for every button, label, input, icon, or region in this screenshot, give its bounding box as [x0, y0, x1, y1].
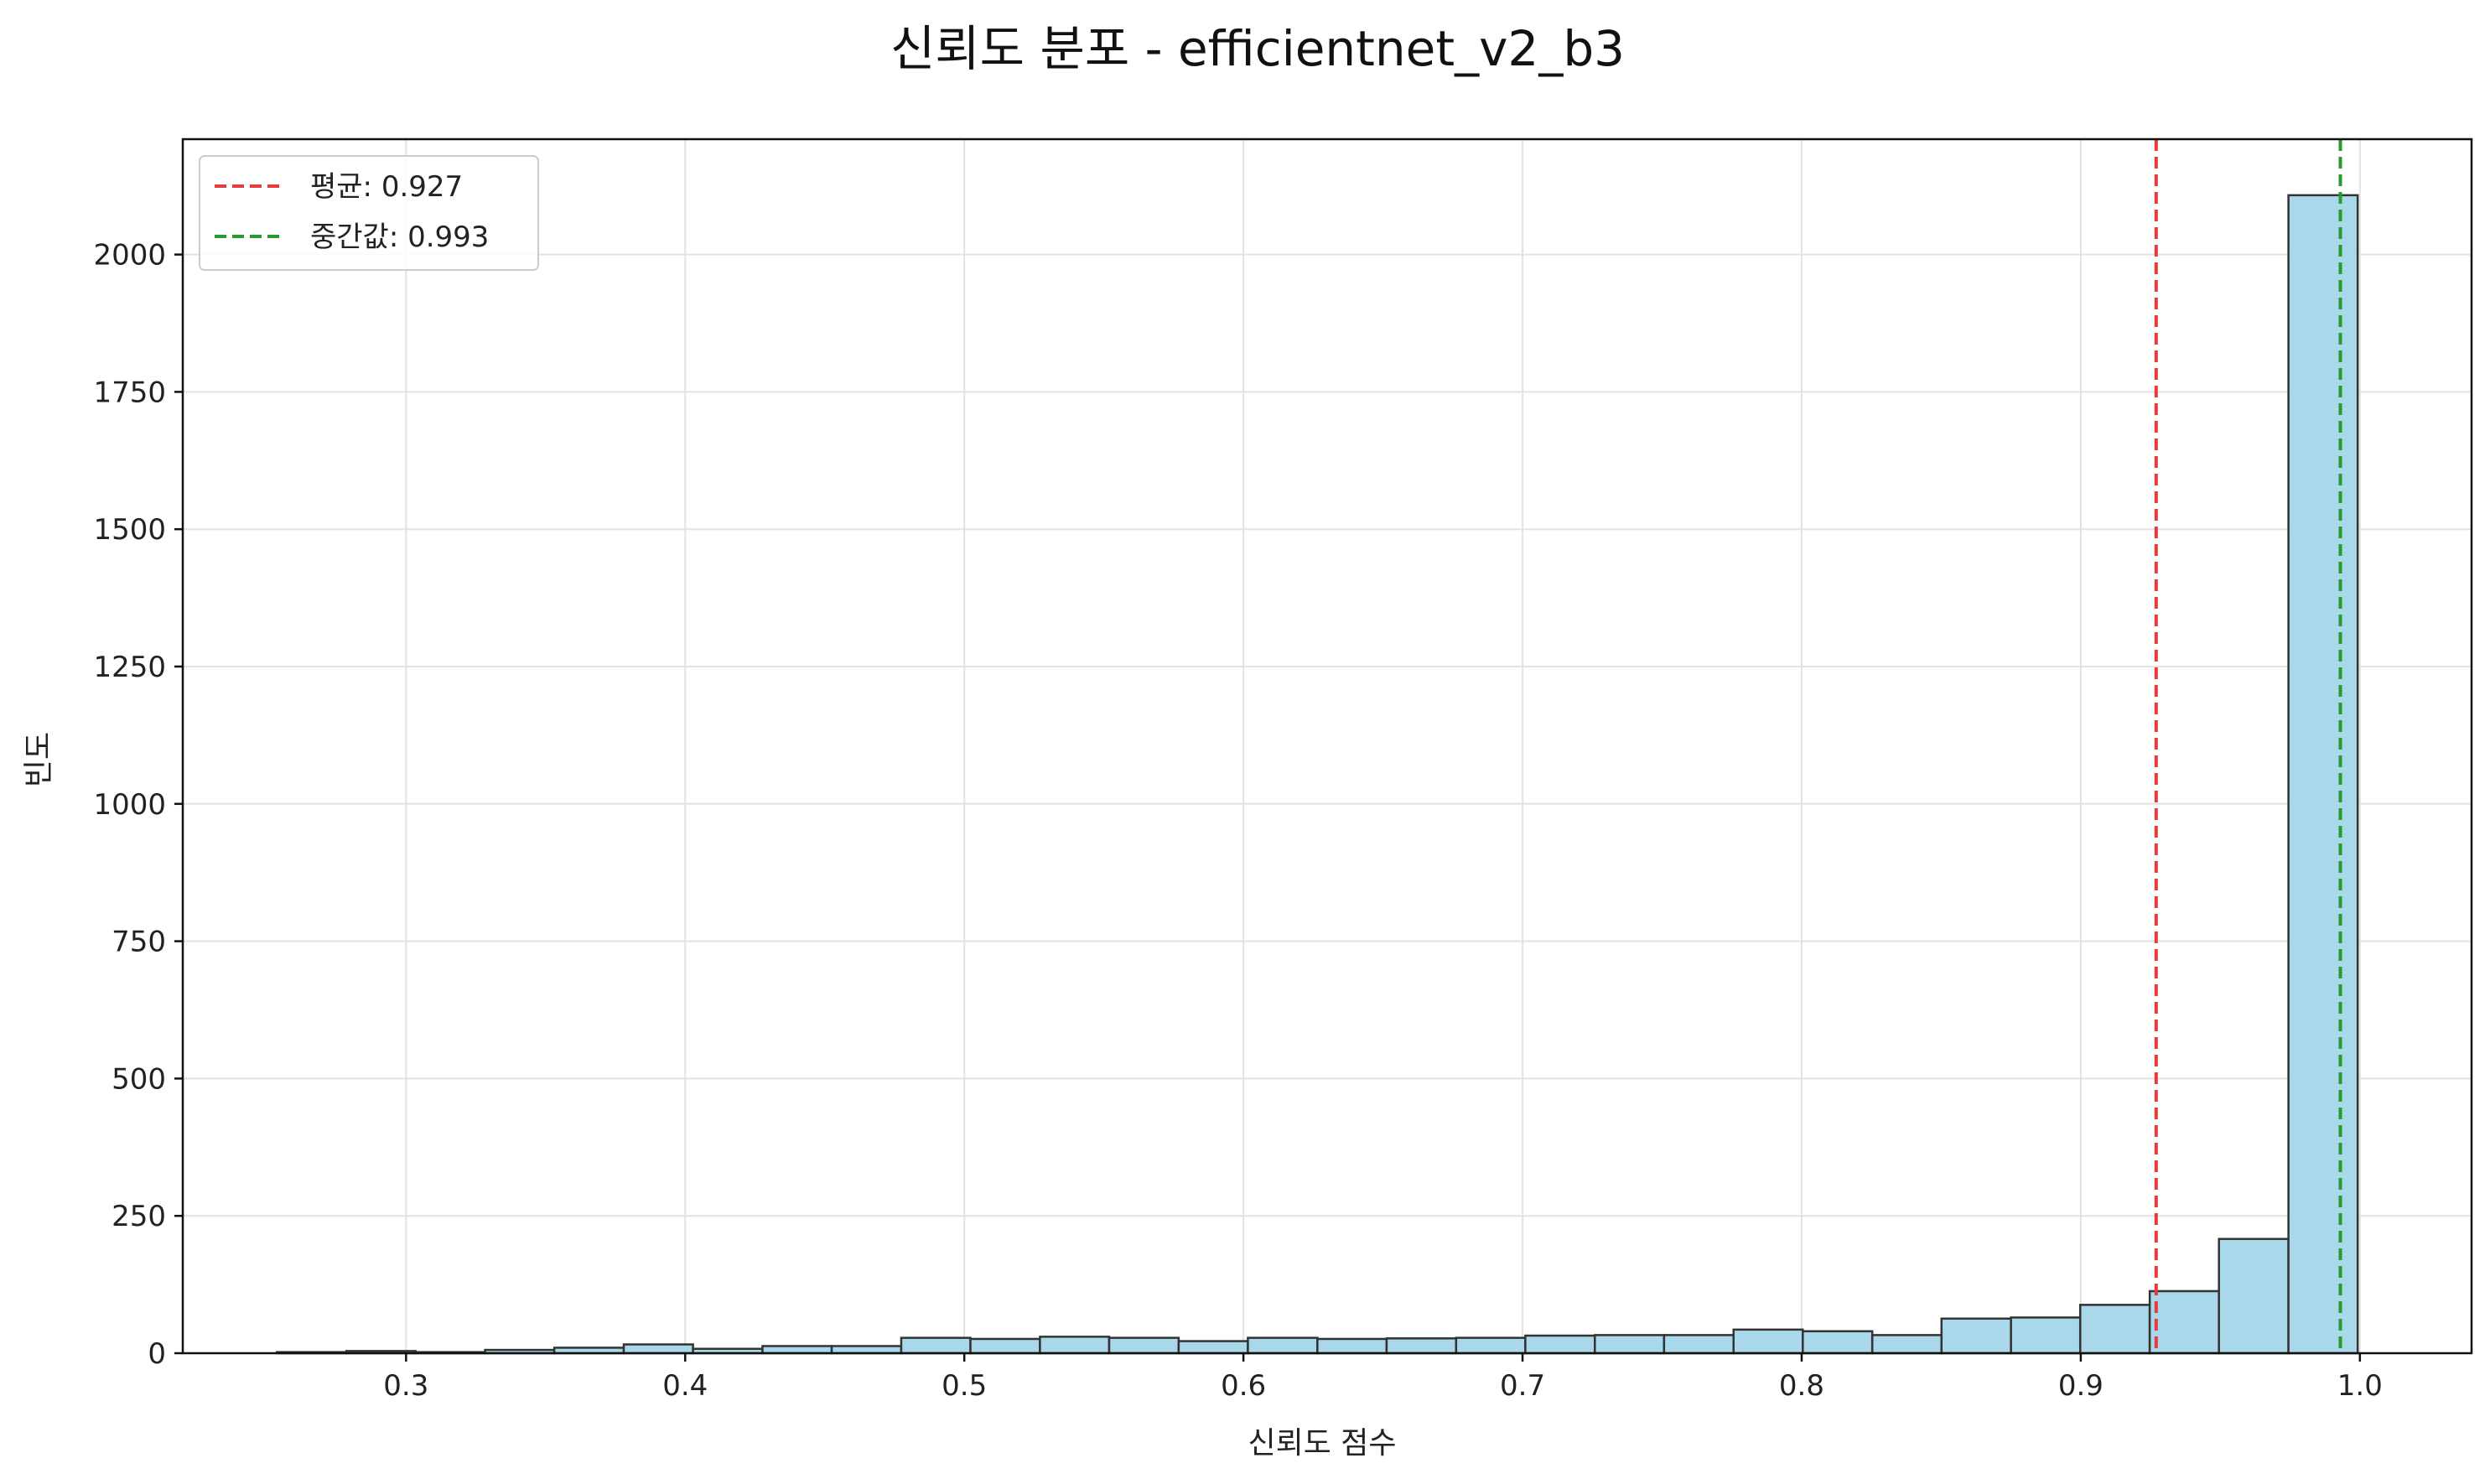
- y-tick-label: 0: [148, 1337, 166, 1371]
- chart-title: 신뢰도 분포 - efficientnet_v2_b3: [890, 20, 1625, 77]
- histogram-bar: [1385, 1337, 1458, 1355]
- x-axis-ticks: 0.3 0.4 0.5 0.6 0.7 0.8 0.9 1.0: [383, 1353, 2383, 1403]
- y-tick-label: 1500: [93, 513, 166, 547]
- histogram-bar: [1316, 1337, 1388, 1355]
- legend-box: [199, 155, 539, 271]
- histogram-bar: [830, 1345, 903, 1355]
- x-tick-label: 0.7: [1500, 1369, 1545, 1403]
- legend: 평균: 0.927 중간값: 0.993: [199, 155, 539, 271]
- histogram-bar: [2078, 1304, 2151, 1355]
- histogram-bar: [1732, 1328, 1804, 1355]
- histogram-bar: [900, 1336, 972, 1355]
- histogram-bar: [1663, 1334, 1735, 1355]
- y-tick-label: 1750: [93, 376, 166, 409]
- x-tick-label: 0.4: [662, 1369, 708, 1403]
- y-tick-label: 500: [112, 1062, 166, 1096]
- legend-label-median: 중간값: 0.993: [310, 221, 489, 254]
- histogram-bar: [1940, 1317, 2012, 1355]
- histogram-bar: [2148, 1289, 2220, 1355]
- histogram-bar: [1802, 1330, 1874, 1355]
- plot-frame: [181, 138, 2473, 1355]
- x-axis-title: 신뢰도 점수: [1248, 1426, 1396, 1461]
- y-tick-label: 1250: [93, 651, 166, 684]
- histogram-bar: [1039, 1336, 1111, 1355]
- histogram-bar: [2287, 194, 2359, 1355]
- histogram-bar: [2010, 1316, 2082, 1355]
- y-tick-label: 750: [112, 926, 166, 959]
- y-axis-ticks: 0 250 500 750 1000 1250 1500 1750 2000: [93, 239, 183, 1371]
- y-axis-title: 빈도: [22, 732, 56, 787]
- histogram-bar: [761, 1345, 833, 1355]
- x-tick-label: 0.9: [2058, 1369, 2104, 1403]
- histogram-bar: [1247, 1336, 1319, 1355]
- y-tick-label: 1000: [93, 788, 166, 822]
- histogram-bar: [2218, 1238, 2290, 1355]
- x-tick-label: 0.6: [1221, 1369, 1266, 1403]
- histogram-bars: [275, 194, 2359, 1355]
- x-tick-label: 1.0: [2337, 1369, 2383, 1403]
- legend-label-mean: 평균: 0.927: [310, 170, 463, 204]
- histogram-bar: [969, 1337, 1041, 1355]
- histogram-bar: [1594, 1334, 1666, 1355]
- histogram-bar: [1108, 1336, 1180, 1355]
- histogram-bar: [1177, 1340, 1249, 1355]
- histogram-bar: [622, 1343, 694, 1355]
- grid-lines: [183, 139, 2472, 1354]
- x-tick-label: 0.5: [942, 1369, 987, 1403]
- y-tick-label: 2000: [93, 239, 166, 272]
- histogram-bar: [1524, 1334, 1596, 1355]
- histogram-bar: [1870, 1334, 1943, 1355]
- x-tick-label: 0.3: [383, 1369, 428, 1403]
- reference-lines: [2154, 139, 2342, 1353]
- x-tick-label: 0.8: [1779, 1369, 1824, 1403]
- histogram-bar: [1455, 1336, 1527, 1355]
- y-tick-label: 250: [112, 1200, 166, 1233]
